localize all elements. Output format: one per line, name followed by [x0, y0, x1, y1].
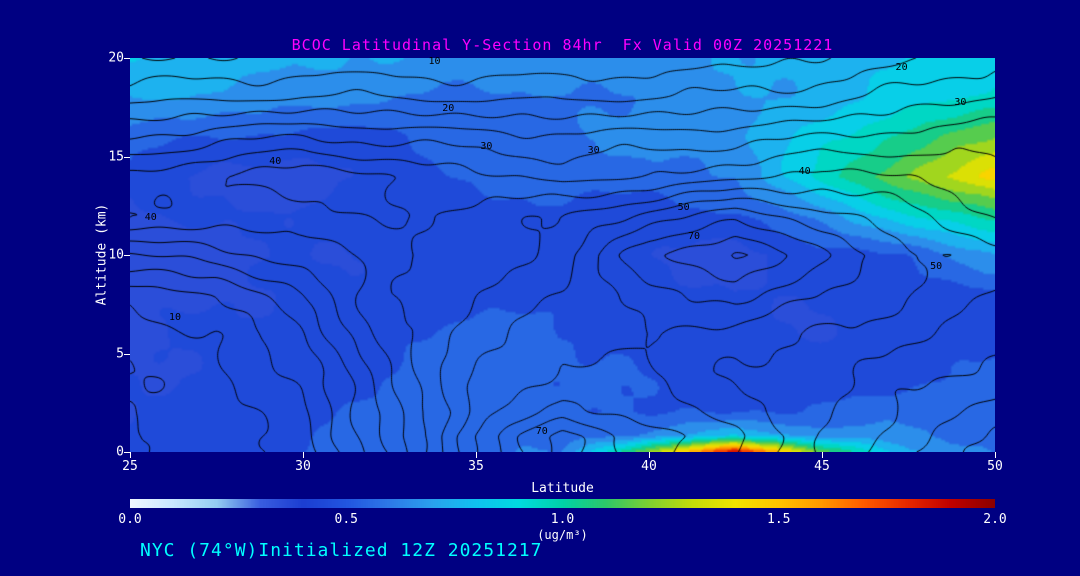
colorbar-tick-label: 0.5	[334, 512, 358, 527]
contour-line-label: 70	[535, 426, 548, 438]
x-tick-label: 45	[814, 459, 830, 474]
contour-line-label: 20	[895, 61, 908, 73]
contour-line-label: 30	[587, 144, 600, 156]
x-tick-mark	[303, 452, 304, 458]
y-tick-label: 0	[116, 444, 124, 460]
contour-line-label: 40	[798, 166, 811, 178]
contour-line-label: 10	[168, 312, 181, 324]
contour-line-label: 40	[269, 156, 282, 168]
colorbar-tick-label: 2.0	[983, 512, 1007, 527]
y-tick-mark	[124, 58, 130, 59]
x-tick-mark	[822, 452, 823, 458]
contour-line-label: 30	[954, 97, 967, 109]
colorbar-units: (ug/m³)	[537, 528, 588, 542]
y-tick-mark	[124, 353, 130, 355]
contour-line-label: 20	[442, 103, 455, 115]
y-tick-mark	[124, 452, 130, 453]
contour-line-label: 10	[428, 55, 441, 67]
x-tick-mark	[649, 452, 650, 458]
x-tick-mark	[476, 452, 477, 458]
x-tick-label: 35	[468, 459, 484, 474]
x-tick-mark	[130, 452, 131, 458]
chart-title: BCOC Latitudinal Y-Section 84hr Fx Valid…	[291, 36, 834, 54]
y-axis-title: Altitude (km)	[94, 203, 110, 306]
contour-line-label: 70	[687, 231, 700, 243]
x-tick-label: 25	[122, 459, 138, 474]
y-tick-mark	[124, 255, 130, 256]
contour-line-label: 50	[677, 201, 690, 213]
y-tick-mark	[124, 156, 130, 158]
colorbar-tick-label: 1.5	[767, 512, 791, 527]
contour-line-label: 50	[930, 260, 943, 272]
x-tick-mark	[995, 452, 996, 458]
colorbar-tick-label: 0.0	[118, 512, 142, 527]
x-tick-label: 40	[641, 459, 657, 474]
contour-line-label: 40	[144, 211, 157, 223]
y-tick-label: 15	[108, 149, 124, 164]
y-tick-label: 10	[108, 247, 124, 263]
cross-section-plot	[130, 58, 995, 452]
contour-line-label: 30	[480, 140, 493, 152]
colorbar-tick-label: 1.0	[550, 512, 575, 527]
x-axis-title: Latitude	[531, 481, 594, 496]
footer-text: NYC (74°W)Initialized 12Z 20251217	[140, 540, 543, 561]
x-tick-label: 30	[295, 459, 311, 474]
colorbar	[130, 499, 995, 508]
y-tick-label: 5	[116, 346, 124, 361]
x-tick-label: 50	[987, 459, 1003, 474]
y-tick-label: 20	[108, 50, 124, 66]
